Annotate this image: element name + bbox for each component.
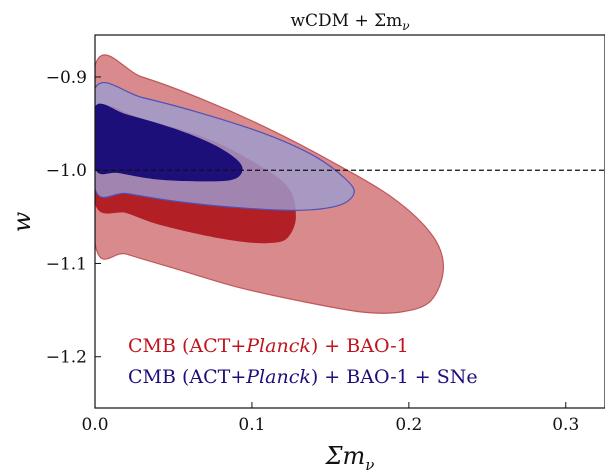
y-tick-label: −0.9 — [46, 68, 87, 88]
chart-title: wCDM + Σmν — [290, 11, 409, 33]
legend-entry-2: CMB (ACT+Planck) + BAO-1 + SNe — [128, 366, 478, 388]
legend: CMB (ACT+Planck) + BAO-1 CMB (ACT+Planck)… — [128, 335, 478, 388]
y-tick-label: −1.0 — [46, 161, 87, 181]
x-axis: 0.0 0.1 0.2 0.3 — [81, 402, 579, 435]
x-tick-label: 0.3 — [552, 415, 579, 435]
y-axis: −0.9 −1.0 −1.1 −1.2 — [46, 68, 101, 368]
x-axis-label: Σmν — [325, 442, 375, 473]
y-tick-label: −1.1 — [46, 254, 87, 274]
y-tick-label: −1.2 — [46, 348, 87, 368]
contour-layer — [95, 54, 445, 314]
x-tick-label: 0.1 — [238, 415, 265, 435]
y-axis-label: w — [8, 211, 36, 232]
legend-entry-1: CMB (ACT+Planck) + BAO-1 — [128, 335, 409, 357]
x-tick-label: 0.0 — [81, 415, 108, 435]
x-tick-label: 0.2 — [395, 415, 422, 435]
blue-68-contour — [95, 103, 243, 182]
plot-frame — [94, 34, 605, 409]
